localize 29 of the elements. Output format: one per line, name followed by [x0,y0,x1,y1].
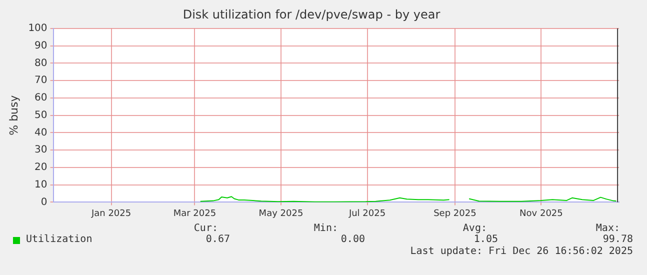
text: Max: [596,223,620,234]
text: Avg: [462,223,487,234]
y-tick-label: 50 [34,110,48,121]
y-tick-label: 100 [28,22,48,34]
y-tick-label: 70 [34,75,48,86]
text: Last update: Fri Dec 26 16:56:02 2025 [410,246,633,257]
text: 1.05 [474,234,498,245]
y-tick-label: 40 [34,127,48,138]
y-axis-title: % busy [7,94,20,136]
text: Cur: [194,223,218,234]
text: Min: [314,223,338,234]
x-tick-label: Mar 2025 [173,208,216,219]
text: 99.78 [602,234,633,245]
y-tick-label: 30 [34,144,48,156]
y-tick-label: 20 [34,162,48,174]
y-tick-label: 80 [34,58,48,69]
x-tick-label: Jan 2025 [90,208,132,219]
y-tick-label: 0 [40,196,48,208]
legend-label: Utilization [26,234,92,245]
x-tick-label: Sep 2025 [434,208,476,219]
x-tick-label: Jul 2025 [348,208,386,219]
x-tick-label: Nov 2025 [520,208,563,219]
text: 0.00 [340,234,365,245]
y-tick-label: 60 [34,92,48,104]
y-tick-label: 90 [34,40,48,52]
x-tick-label: May 2025 [258,208,304,219]
text: 0.67 [206,234,230,245]
chart-title: Disk utilization for /dev/pve/swap - by year [182,7,440,22]
y-tick-label: 10 [34,179,48,190]
